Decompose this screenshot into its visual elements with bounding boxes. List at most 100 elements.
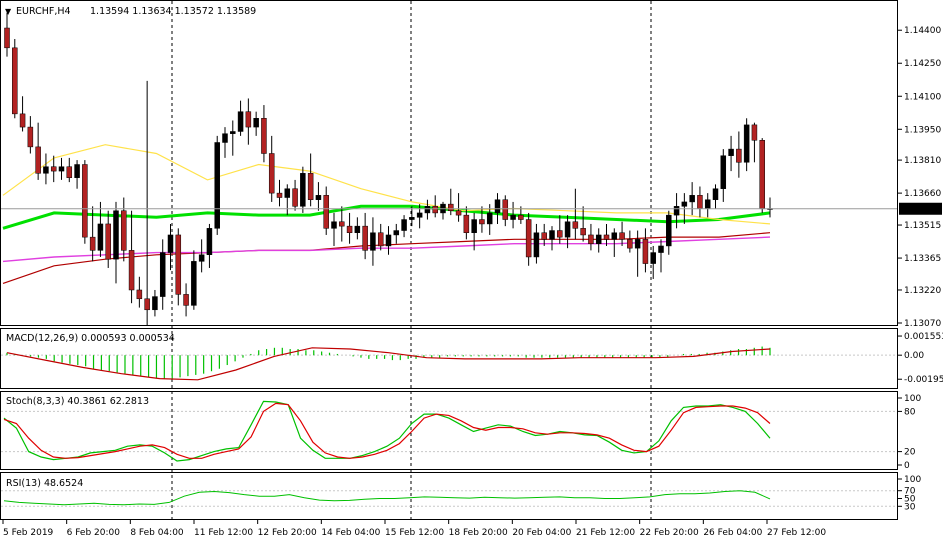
stoch-tick-label: 80 (904, 407, 916, 417)
candle-body (152, 296, 158, 311)
candle-body (448, 203, 454, 211)
candle-body (300, 173, 306, 207)
time-tick-label: 5 Feb 2019 (3, 528, 54, 538)
candle-body (105, 223, 111, 260)
candle-body (292, 188, 298, 207)
candle-body (362, 225, 368, 251)
rsi-panel[interactable] (0, 472, 898, 520)
candle-body (580, 228, 586, 236)
candle-body (261, 118, 267, 154)
candle-body (35, 146, 41, 174)
candle-body (284, 188, 291, 198)
candle-body (27, 126, 34, 148)
price-tick-label: 1.13810 (904, 156, 941, 166)
candle-body (159, 252, 166, 297)
time-tick-label: 18 Feb 20:00 (449, 528, 508, 538)
time-tick-label: 22 Feb 20:00 (640, 528, 699, 538)
price-tick-label: 1.13950 (904, 125, 941, 135)
candle-body (12, 47, 18, 115)
price-tick-label: 1.13365 (904, 254, 941, 264)
candle-body (634, 239, 641, 249)
candle-body (463, 214, 470, 233)
current-price-label: 1.13589 (902, 205, 939, 215)
candle-body (121, 210, 127, 251)
time-tick-label: 12 Feb 20:00 (258, 528, 317, 538)
candle-body (230, 131, 236, 134)
candle-body (346, 225, 353, 233)
candle-body (315, 195, 322, 200)
current-price-badge (899, 202, 942, 215)
candle-body (82, 164, 88, 238)
candle-body (689, 195, 695, 203)
candle-body (245, 111, 252, 128)
candle-body (650, 252, 656, 264)
time-tick-label: 8 Feb 04:00 (130, 528, 184, 538)
stoch-plot (3, 400, 771, 462)
stoch-tick-label: 20 (904, 448, 916, 458)
candle-body (424, 206, 431, 214)
candle-body (237, 111, 244, 132)
candle-body (518, 214, 524, 220)
macd-title: MACD(12,26,9) 0.000593 0.000534 (6, 333, 175, 344)
candle-body (743, 124, 750, 163)
price-panel[interactable] (0, 0, 898, 326)
dropdown-arrow-icon[interactable]: ▼ (5, 7, 12, 16)
candle-body (759, 140, 765, 209)
time-tick-label: 20 Feb 04:00 (512, 528, 571, 538)
candle-body (58, 166, 65, 172)
candle-body (89, 236, 96, 251)
candle-body (681, 201, 688, 207)
candle-body (736, 148, 742, 163)
candle-body (471, 219, 477, 233)
candle-body (128, 250, 135, 291)
rsi-plot (3, 490, 771, 506)
candle-body (206, 228, 213, 256)
candle-body (728, 148, 734, 156)
price-tick-label: 1.13070 (904, 319, 941, 329)
candle-body (307, 173, 314, 200)
candle-body (385, 234, 392, 247)
chart-grid (1, 1, 897, 519)
candle-body (549, 230, 555, 240)
candle-body (432, 206, 438, 214)
candle-body (144, 298, 150, 311)
chart-quote: 1.13594 1.13634 1.13572 1.13589 (90, 6, 256, 17)
candle-body (595, 234, 602, 244)
rsi-title: RSI(13) 48.6524 (6, 478, 83, 489)
price-tick-label: 1.14100 (904, 92, 941, 102)
time-tick-label: 14 Feb 04:00 (321, 528, 380, 538)
chart-symbol: EURCHF,H4 (16, 6, 71, 17)
candle-body (276, 192, 283, 198)
candle-body (611, 232, 618, 240)
candle-body (619, 232, 625, 240)
candle-body (409, 217, 415, 220)
candle-body (510, 214, 516, 220)
candle-body (416, 212, 423, 218)
candle-body (183, 294, 189, 306)
candle-body (479, 219, 485, 225)
price-tick-label: 1.14250 (904, 59, 941, 69)
candle-body (268, 153, 275, 194)
time-tick-label: 21 Feb 12:00 (576, 528, 635, 538)
stoch-panel[interactable] (0, 391, 898, 470)
time-tick-label: 27 Feb 12:00 (767, 528, 826, 538)
candle-body (4, 27, 10, 49)
candle-body (486, 212, 493, 225)
candle-body (74, 164, 80, 178)
candle-body (66, 166, 73, 178)
candle-body (339, 221, 345, 227)
rsi-tick-label: 100 (904, 475, 921, 485)
candle-body (627, 239, 633, 249)
candle-body (354, 225, 361, 233)
candle-body (50, 166, 57, 172)
price-tick-label: 1.14400 (904, 26, 941, 36)
price-tick-label: 1.13515 (904, 221, 941, 231)
macd-tick-label: -0.00195 (904, 375, 943, 385)
candle-body (697, 195, 703, 209)
price-tick-label: 1.13660 (904, 189, 941, 199)
candle-body (572, 221, 579, 229)
candle-body (603, 234, 610, 240)
candle-body (712, 188, 719, 200)
candle-body (253, 118, 259, 128)
